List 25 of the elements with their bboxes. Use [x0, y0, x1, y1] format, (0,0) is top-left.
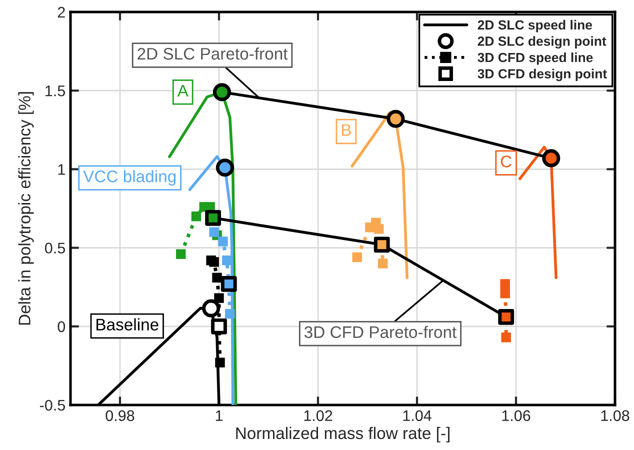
y-tick-label: 0	[58, 321, 66, 332]
annotation: B	[342, 124, 351, 136]
legend-label: 3D CFD speed line	[478, 52, 593, 65]
legend-label: 3D CFD design point	[478, 68, 607, 82]
y-axis-title: Delta in polytropic efficiency [%]	[18, 92, 34, 325]
annotation: Baseline	[96, 318, 158, 330]
annotation: 2D SLC Pareto-front	[138, 47, 288, 60]
x-axis-title: Normalized mass flow rate [-]	[236, 426, 450, 442]
legend-label: 2D SLC design point	[478, 36, 606, 49]
x-tick-label: 1.08	[601, 410, 630, 422]
x-tick-label: 1.06	[502, 410, 530, 422]
y-tick-label: 1	[58, 164, 65, 175]
y-tick-label: -0.5	[40, 400, 65, 411]
x-tick-label: 1.02	[304, 410, 332, 422]
annotation: A	[177, 85, 188, 96]
legend-label: 2D SLC speed line	[478, 20, 592, 32]
y-tick-label: 1.5	[46, 86, 65, 96]
y-tick-label: 2	[58, 6, 65, 18]
x-tick-label: 0.98	[106, 410, 134, 422]
x-tick-label: 1	[216, 410, 223, 421]
x-tick-label: 1.04	[403, 410, 432, 422]
y-tick-label: 0.5	[45, 242, 65, 254]
annotation: VCC blading	[83, 170, 176, 186]
annotation: 3D CFD Pareto-front	[304, 326, 457, 338]
annotation: C	[500, 156, 512, 168]
